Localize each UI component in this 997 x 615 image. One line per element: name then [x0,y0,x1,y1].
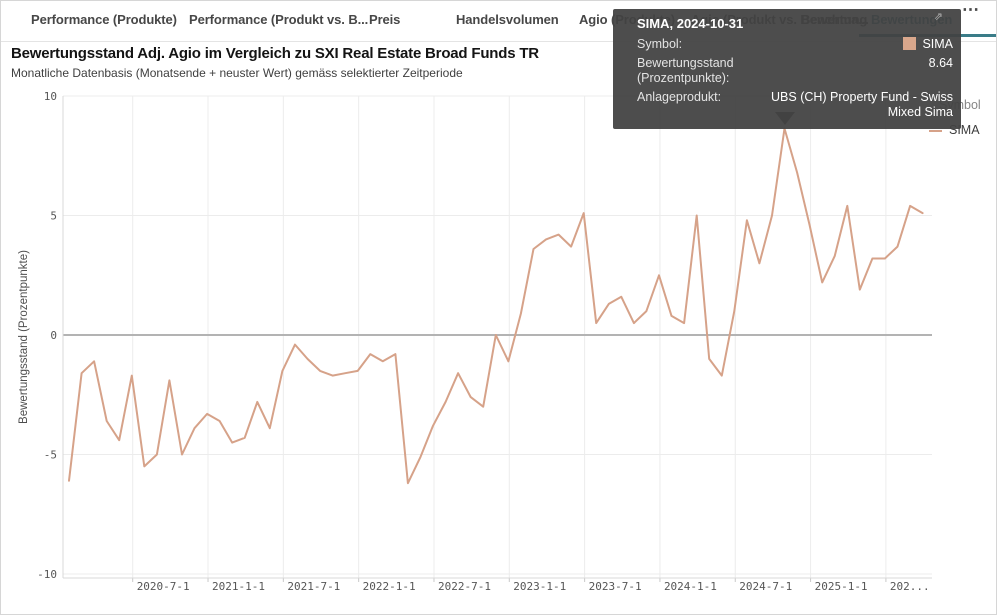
y-axis-tick-label: 5 [50,210,57,223]
tooltip-symbol-value: SIMA [903,37,953,52]
tab-performance-produkt-vs-b[interactable]: Performance (Produkt vs. B... [189,12,369,27]
y-axis-tick-label: 10 [44,90,57,103]
tooltip-row-product: Anlageprodukt: UBS (CH) Property Fund - … [637,90,953,120]
y-axis-tick-label: -5 [44,449,57,462]
x-axis-tick-label: 2021-1-1 [212,580,265,593]
tooltip-row-measure: Bewertungsstand (Prozentpunkte): 8.64 [637,56,953,86]
tooltip-symbol-label: Symbol: [637,37,683,51]
x-axis-tick-label: 2023-1-1 [513,580,566,593]
tooltip-title: SIMA, 2024-10-31 [637,16,744,31]
chart-header: Bewertungsstand Adj. Agio im Vergleich z… [11,45,539,80]
x-axis-tick-label: 2022-7-1 [438,580,491,593]
x-axis-tick-label: 2022-1-1 [363,580,416,593]
series-swatch-icon [903,37,917,50]
tab-preis[interactable]: Preis [369,12,401,27]
tooltip-measure-label: Bewertungsstand (Prozentpunkte): [637,56,734,85]
series-line-sima[interactable] [68,127,924,485]
tooltip-product-value: UBS (CH) Property Fund - Swiss Mixed Sim… [771,90,953,119]
x-axis-tick-label: 2025-1-1 [815,580,868,593]
tooltip-product-label: Anlageprodukt: [637,90,722,104]
tab-overflow-menu-icon[interactable]: ⋯ [962,0,980,19]
tab-handelsvolumen[interactable]: Handelsvolumen [456,12,559,27]
y-axis-tick-label: 0 [50,329,57,342]
x-axis-tick-label: 2020-7-1 [137,580,190,593]
tab-performance-produkte[interactable]: Performance (Produkte) [31,12,177,27]
tooltip-expand-icon[interactable]: ⇗ [933,11,943,23]
x-axis-tick-label: 2024-1-1 [664,580,717,593]
y-axis-tick-label: -10 [37,568,57,581]
chart-subtitle: Monatliche Datenbasis (Monatsende + neus… [11,66,463,80]
data-point-tooltip: ⇗ SIMA, 2024-10-31 Symbol: SIMA Bewertun… [613,9,961,129]
x-axis-tick-label: 202... [890,580,930,593]
legend-line-swatch [929,129,942,132]
chart-title: Bewertungsstand Adj. Agio im Vergleich z… [11,45,539,62]
tooltip-measure-value: 8.64 [928,56,953,70]
x-axis-tick-label: 2021-7-1 [287,580,340,593]
x-axis-tick-label: 2024-7-1 [739,580,792,593]
tooltip-row-symbol: Symbol: SIMA [637,37,953,52]
x-axis-tick-label: 2023-7-1 [589,580,642,593]
